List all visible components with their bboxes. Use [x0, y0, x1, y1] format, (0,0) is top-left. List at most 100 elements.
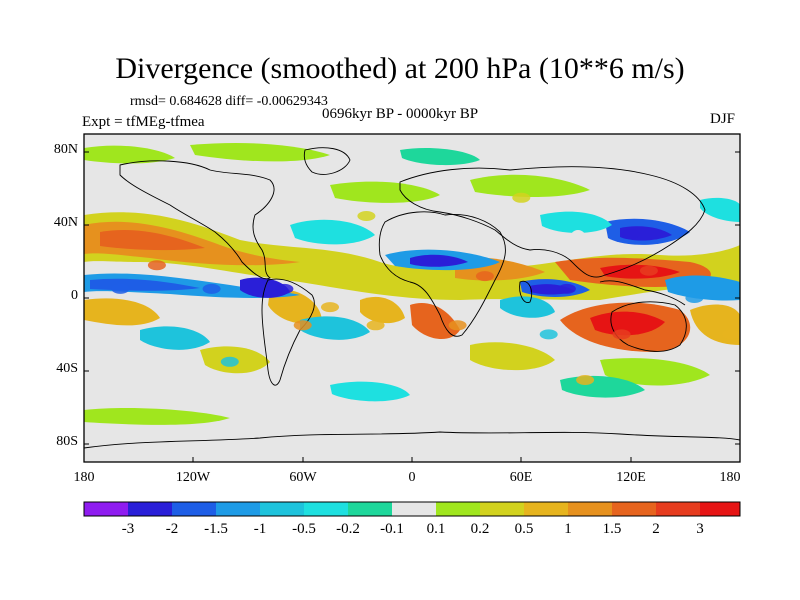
colorbar-label: -0.2 — [336, 521, 360, 537]
lon-label: 120W — [175, 470, 211, 485]
field-pos-south-atlantic — [360, 296, 405, 324]
field-pos-indian-ocean — [470, 342, 555, 371]
coast-antarctica — [84, 431, 740, 449]
anomaly-center — [475, 271, 494, 282]
anomaly-center — [321, 302, 339, 313]
field-pos-ne-pacific-core — [100, 230, 205, 251]
field-neg-south-pacific — [140, 326, 210, 350]
colorbar-box — [524, 502, 568, 516]
colorbar-box — [392, 502, 436, 516]
anomaly-center — [576, 375, 595, 385]
field-neg-south-atlantic — [300, 316, 370, 340]
colorbar-label: 1.5 — [602, 521, 622, 537]
field-neg-south-atlantic-high — [330, 381, 410, 402]
lon-label: 60E — [509, 470, 533, 485]
stats-text: rmsd= 0.684628 diff= -0.00629343 — [130, 94, 328, 109]
anomaly-center — [557, 283, 576, 294]
map-plot-area — [84, 134, 740, 462]
anomaly-center — [639, 265, 658, 276]
field-neg-north-pacific — [700, 197, 740, 222]
lon-label: 180 — [73, 470, 95, 485]
colorbar-box — [656, 502, 700, 516]
anomaly-center — [512, 192, 531, 203]
field-neg-north-atlantic — [290, 219, 375, 245]
coast-south-america — [261, 278, 315, 386]
field-pos-eurasia — [470, 174, 590, 197]
colorbar-label: 0.1 — [426, 521, 446, 537]
field-zero-pocket — [570, 230, 586, 246]
lat-label: 0 — [71, 288, 78, 303]
coast-greenland — [303, 147, 351, 175]
anomaly-center — [612, 329, 631, 340]
colorbar-label: 3 — [696, 521, 704, 537]
anomaly-center — [539, 329, 558, 340]
colorbar-box — [700, 502, 740, 516]
field-neg-madagascar — [500, 296, 555, 318]
field-pos-south-asia-core — [600, 264, 680, 279]
coast-north-america — [119, 160, 275, 280]
coast-madagascar — [519, 280, 533, 303]
lat-label: 40N — [53, 215, 78, 230]
colorbar-box — [612, 502, 656, 516]
field-neg-central-asia — [540, 211, 612, 233]
anomaly-center — [293, 320, 312, 331]
colorbar-box — [304, 502, 348, 516]
field-pos-australia-core — [590, 311, 665, 336]
colorbar — [84, 502, 740, 516]
anomaly-center — [366, 320, 385, 331]
anomaly-center — [721, 329, 740, 340]
anomaly-center — [357, 211, 376, 221]
experiment-text: Expt = tfMEg-tfmea — [82, 114, 205, 130]
anomaly-center — [685, 293, 704, 303]
field-pos-north-atlantic — [330, 181, 440, 203]
field-anomaly-centers — [111, 192, 740, 385]
colorbar-box — [128, 502, 172, 516]
colorbar-label: -3 — [121, 521, 135, 537]
colorbar-box — [216, 502, 260, 516]
colorbar-label: -0.1 — [380, 521, 404, 537]
colorbar-label: -1.5 — [204, 521, 228, 537]
lat-label: 40S — [56, 361, 78, 376]
season-text: DJF — [710, 111, 736, 127]
anomaly-center — [147, 260, 166, 271]
lon-label: 0 — [408, 470, 416, 485]
lat-label: 80S — [56, 434, 78, 449]
coast-eurasia — [399, 166, 706, 278]
period-text: 0696kyr BP - 0000kyr BP — [322, 106, 479, 122]
field-pos-south-america — [268, 289, 322, 324]
field-pos-southern-ocean — [600, 358, 710, 386]
colorbar-label: 2 — [652, 521, 660, 537]
field-pos-arctic-w — [84, 145, 175, 164]
anomaly-center — [448, 320, 467, 331]
colorbar-box — [568, 502, 612, 516]
field-neg-arctic — [400, 148, 480, 166]
field-pos-south-pacific-w — [84, 298, 160, 326]
colorbar-label: 0.2 — [470, 521, 490, 537]
anomaly-center — [111, 283, 130, 294]
coast-indonesia — [599, 280, 686, 306]
colorbar-box — [84, 502, 128, 516]
colorbar-box — [260, 502, 304, 516]
lon-label: 180 — [719, 470, 741, 485]
anomaly-center — [220, 356, 239, 367]
anomaly-center — [202, 283, 221, 294]
lat-label: 80N — [53, 142, 78, 157]
colorbar-label: 1 — [564, 521, 572, 537]
anomaly-center — [430, 256, 449, 267]
anomaly-center — [621, 229, 640, 240]
colorbar-label: -1 — [253, 521, 267, 537]
colorbar-frame — [83, 501, 741, 517]
colorbar-box — [480, 502, 524, 516]
field-pos-antarctic — [84, 407, 230, 425]
colorbar-box — [348, 502, 392, 516]
colorbar-box — [172, 502, 216, 516]
axis-ticks — [83, 151, 741, 462]
colorbar-label: 0.5 — [514, 521, 534, 537]
colorbar-box — [436, 502, 480, 516]
colorbar-label: -0.5 — [292, 521, 316, 537]
field-pos-arctic — [190, 143, 330, 162]
field-neg-west-pacific — [665, 275, 740, 301]
anomaly-center — [275, 283, 294, 294]
coast-africa — [378, 211, 506, 337]
